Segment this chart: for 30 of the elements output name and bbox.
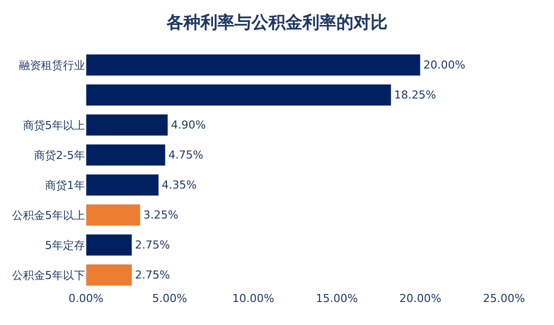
bar (86, 114, 168, 136)
data-label: 4.35% (162, 178, 197, 192)
data-label: 2.75% (134, 238, 170, 252)
bar (86, 234, 132, 256)
x-tick-label: 25.00% (483, 292, 525, 305)
y-tick-label: 商贷2-5年 (34, 148, 85, 162)
data-label: 18.25% (394, 88, 436, 102)
bar (86, 144, 166, 166)
y-tick-label: 公积金5年以下 (12, 268, 85, 282)
y-tick-label: 融资租赁行业 (19, 58, 85, 72)
y-tick-label: 5年定存 (45, 238, 85, 252)
x-tick-label: 15.00% (316, 292, 358, 305)
data-label: 4.90% (170, 118, 206, 132)
data-label: 4.75% (168, 148, 204, 162)
x-tick-label: 10.00% (232, 292, 274, 305)
x-tick-label: 5.00% (152, 292, 188, 305)
chart-title: 各种利率与公积金利率的对比 (166, 13, 388, 34)
y-tick-label: 公积金5年以上 (12, 208, 85, 222)
data-label: 20.00% (423, 58, 466, 72)
y-tick-label: 商贷5年以上 (23, 118, 85, 132)
bar (86, 54, 421, 76)
bar (86, 84, 392, 106)
bar (86, 174, 159, 196)
data-label: 2.75% (134, 268, 170, 282)
bar (86, 204, 141, 226)
x-tick-label: 20.00% (399, 292, 442, 305)
bar (86, 264, 132, 286)
data-label: 3.25% (143, 208, 178, 222)
x-tick-label: 0.00% (68, 292, 104, 305)
y-tick-label: 商贷1年 (45, 178, 85, 192)
